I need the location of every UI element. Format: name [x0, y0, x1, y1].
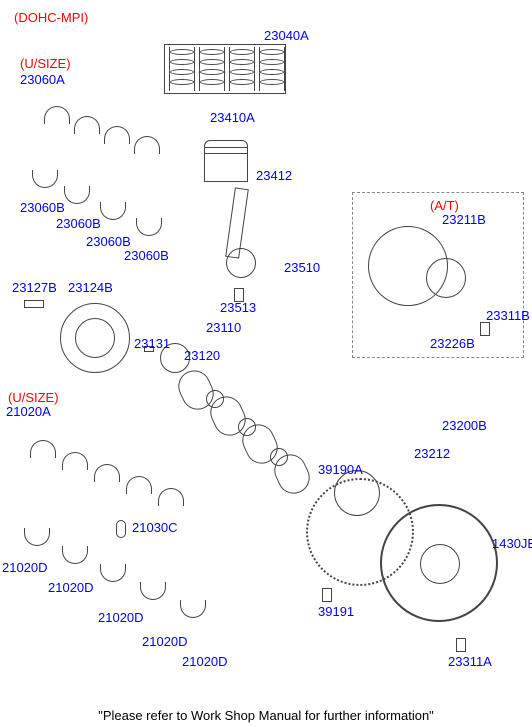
- bearing-upper: [104, 126, 130, 144]
- part-label: 1430JE: [492, 536, 532, 552]
- part-label: 23211B: [442, 212, 486, 228]
- flywheel-bolt: [456, 638, 466, 652]
- part-label: 23131: [134, 336, 170, 352]
- flywheel: [380, 504, 498, 622]
- part-label: 21020D: [48, 580, 94, 596]
- rod-big-end: [226, 248, 256, 278]
- bearing-upper: [134, 136, 160, 154]
- part-label: 21020D: [98, 610, 144, 626]
- part-label: 23311A: [448, 654, 492, 670]
- footer-note: "Please refer to Work Shop Manual for fu…: [0, 708, 532, 723]
- part-label: 23060B: [56, 216, 101, 232]
- part-label: 23060A: [20, 72, 65, 88]
- crankshaft: [180, 370, 310, 510]
- part-label: 21020A: [6, 404, 51, 420]
- part-label: 23311B: [486, 308, 530, 324]
- part-label: 39190A: [318, 462, 363, 478]
- part-label: 23226B: [430, 336, 475, 352]
- part-label: 23212: [414, 446, 450, 462]
- pulley-bolt: [24, 300, 44, 308]
- part-label: 23412: [256, 168, 292, 184]
- part-label: 23110: [206, 320, 241, 336]
- part-label: 23060B: [20, 200, 65, 216]
- main-bearing-lower: [180, 600, 206, 618]
- main-bearing-upper: [30, 440, 56, 458]
- part-label: 39191: [318, 604, 354, 620]
- part-label: 23040A: [264, 28, 309, 44]
- main-bearing-lower: [140, 582, 166, 600]
- bearing-upper: [44, 106, 70, 124]
- bearing-lower: [32, 170, 58, 188]
- part-label: 21020D: [142, 634, 188, 650]
- part-label: 21020D: [182, 654, 228, 670]
- piston: [204, 140, 248, 182]
- part-label: 21030C: [132, 520, 178, 536]
- main-bearing-lower: [24, 528, 50, 546]
- part-label: 23127B: [12, 280, 57, 296]
- main-bearing-lower: [100, 564, 126, 582]
- main-bearing-upper: [94, 464, 120, 482]
- part-label: 23120: [184, 348, 220, 364]
- bearing-upper: [74, 116, 100, 134]
- part-label: 23513: [220, 300, 256, 316]
- bearing-lower: [136, 218, 162, 236]
- bearing-lower: [100, 202, 126, 220]
- part-label: 23410A: [210, 110, 255, 126]
- usize1-label: (U/SIZE): [20, 56, 71, 72]
- crank-pulley: [60, 303, 130, 373]
- drive-plate-hub: [426, 258, 466, 298]
- bearing-lower: [64, 186, 90, 204]
- main-bearing-upper: [62, 452, 88, 470]
- part-label: 23124B: [68, 280, 113, 296]
- main-bearing-upper: [126, 476, 152, 494]
- drive-plate-bolt: [480, 322, 490, 336]
- sensor-bolt: [322, 588, 332, 602]
- part-label: 23200B: [442, 418, 487, 434]
- part-label: 23060B: [124, 248, 169, 264]
- thrust-washer: [116, 520, 126, 538]
- ring-set: [164, 44, 286, 94]
- part-label: 21020D: [2, 560, 48, 576]
- part-label: 23510: [284, 260, 320, 276]
- dohc-label: (DOHC-MPI): [14, 10, 88, 26]
- main-bearing-lower: [62, 546, 88, 564]
